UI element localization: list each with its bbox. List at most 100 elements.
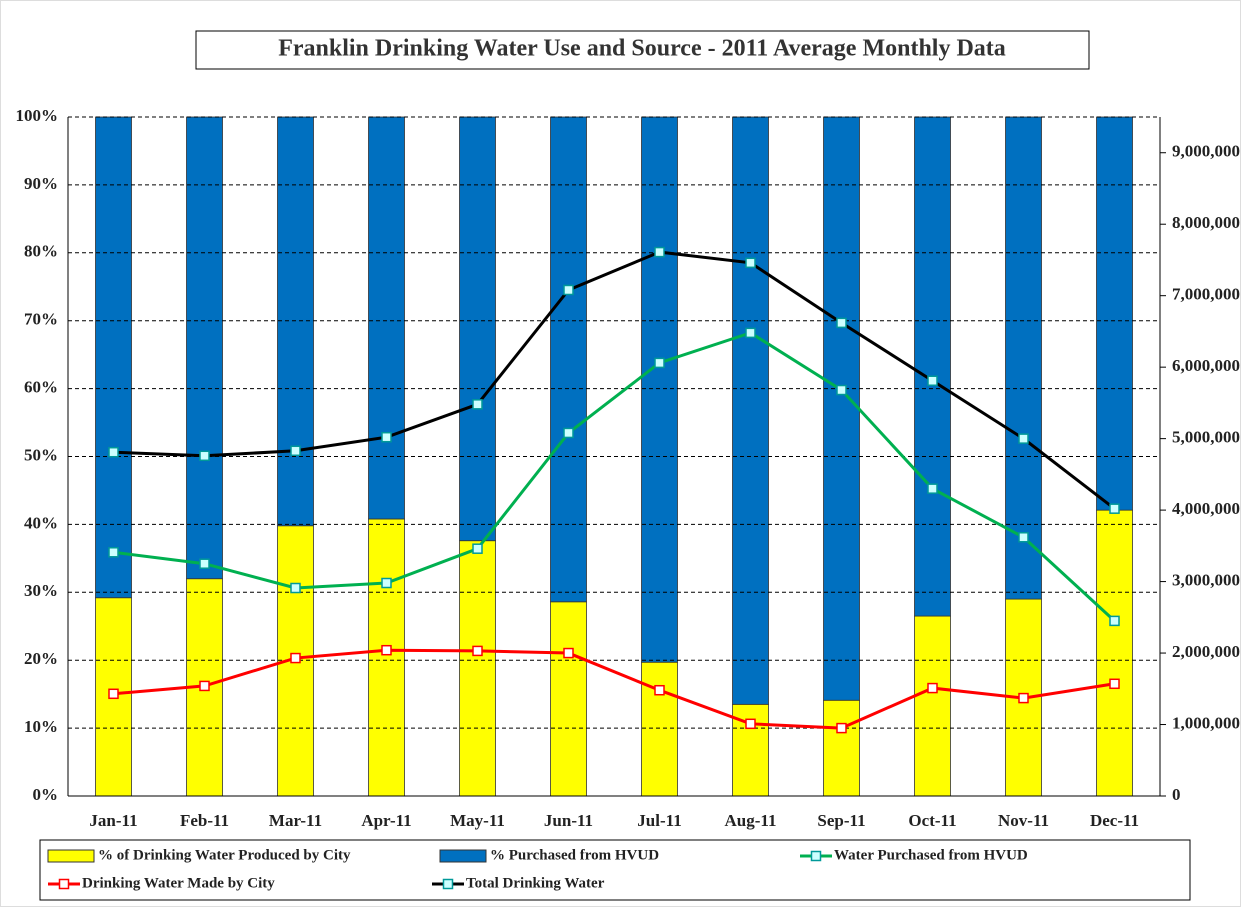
x-tick-label: Jan-11 <box>89 811 137 830</box>
marker <box>108 547 119 558</box>
marker <box>836 384 847 396</box>
legend-label: % Purchased from HVUD <box>490 847 659 863</box>
y2-tick-label: 6,000,000 <box>1172 356 1240 375</box>
legend-label: Total Drinking Water <box>466 875 605 891</box>
marker <box>199 558 210 569</box>
bar <box>95 116 132 599</box>
marker <box>836 317 847 329</box>
y-tick-label: 20% <box>24 649 58 668</box>
y2-tick-label: 9,000,000 <box>1172 142 1240 161</box>
bar <box>914 116 951 617</box>
bar <box>823 116 860 701</box>
line-series <box>113 250 1116 510</box>
x-tick-label: Jul-11 <box>637 811 681 830</box>
marker <box>108 446 119 458</box>
marker <box>199 450 210 462</box>
bar <box>459 540 496 797</box>
line-series <box>113 331 1116 622</box>
x-tick-label: Feb-11 <box>180 811 229 830</box>
marker <box>381 431 392 443</box>
marker <box>927 375 938 386</box>
x-tick-label: Sep-11 <box>817 811 865 830</box>
marker <box>472 645 483 657</box>
bar <box>641 661 678 797</box>
bar <box>1005 116 1042 600</box>
legend-label: % of Drinking Water Produced by City <box>98 847 351 863</box>
line-series <box>113 648 1115 730</box>
x-tick-label: Jun-11 <box>544 811 593 830</box>
marker <box>108 688 119 700</box>
y-tick-label: 100% <box>16 106 59 125</box>
legend-label: Water Purchased from HVUD <box>834 847 1028 863</box>
marker <box>290 445 301 457</box>
chart-title: Franklin Drinking Water Use and Source -… <box>278 36 1006 62</box>
marker <box>1018 433 1029 444</box>
y-tick-label: 40% <box>24 513 58 532</box>
marker <box>745 257 756 269</box>
marker <box>654 246 665 258</box>
x-tick-label: Mar-11 <box>269 811 322 830</box>
y2-tick-label: 0 <box>1172 785 1181 804</box>
bar <box>459 116 496 542</box>
marker <box>745 327 756 339</box>
y-tick-label: 90% <box>24 174 58 193</box>
x-tick-label: May-11 <box>450 811 505 830</box>
y-tick-label: 10% <box>24 717 58 736</box>
y-tick-label: 30% <box>24 581 58 600</box>
x-tick-label: Oct-11 <box>908 811 956 830</box>
bar <box>550 601 587 797</box>
legend-label: Drinking Water Made by City <box>82 875 275 891</box>
marker <box>563 284 574 296</box>
bar <box>1096 509 1133 797</box>
y2-tick-label: 3,000,000 <box>1172 570 1240 589</box>
bar <box>1096 116 1133 511</box>
marker <box>836 722 847 734</box>
x-tick-label: Apr-11 <box>361 811 411 830</box>
x-tick-label: Aug-11 <box>725 811 777 830</box>
marker <box>1018 532 1029 543</box>
legend-marker <box>58 878 70 890</box>
bar <box>186 116 223 580</box>
marker <box>199 680 210 692</box>
y-tick-label: 80% <box>24 242 58 261</box>
x-tick-label: Dec-11 <box>1090 811 1139 830</box>
y-tick-label: 70% <box>24 310 58 329</box>
marker <box>563 427 574 439</box>
legend-marker <box>810 850 822 862</box>
bar <box>550 116 587 603</box>
marker <box>563 647 574 659</box>
marker <box>472 399 483 410</box>
marker <box>927 682 938 694</box>
marker <box>927 483 938 494</box>
marker <box>654 684 665 696</box>
marker <box>290 652 301 664</box>
y2-tick-label: 1,000,000 <box>1172 713 1240 732</box>
legend-marker <box>442 878 454 890</box>
marker <box>654 357 665 369</box>
legend-swatch <box>47 849 95 863</box>
y2-tick-label: 2,000,000 <box>1172 642 1240 661</box>
bar <box>277 116 314 527</box>
y-tick-label: 60% <box>24 378 58 397</box>
title-box <box>195 30 1090 70</box>
bar <box>641 116 678 663</box>
marker <box>381 644 392 656</box>
marker <box>1109 678 1120 690</box>
y2-tick-label: 7,000,000 <box>1172 285 1240 304</box>
legend-box <box>39 839 1191 901</box>
marker <box>290 582 301 594</box>
marker <box>1018 692 1029 704</box>
bar <box>368 116 405 520</box>
bar <box>914 615 951 797</box>
y2-tick-label: 5,000,000 <box>1172 428 1240 447</box>
y-tick-label: 50% <box>24 445 58 464</box>
marker <box>745 718 756 730</box>
bar <box>368 518 405 797</box>
bar <box>732 116 769 705</box>
x-tick-label: Nov-11 <box>998 811 1049 830</box>
y-tick-label: 0% <box>33 785 59 804</box>
legend-swatch <box>439 849 487 863</box>
marker <box>381 577 392 589</box>
marker <box>472 543 483 554</box>
